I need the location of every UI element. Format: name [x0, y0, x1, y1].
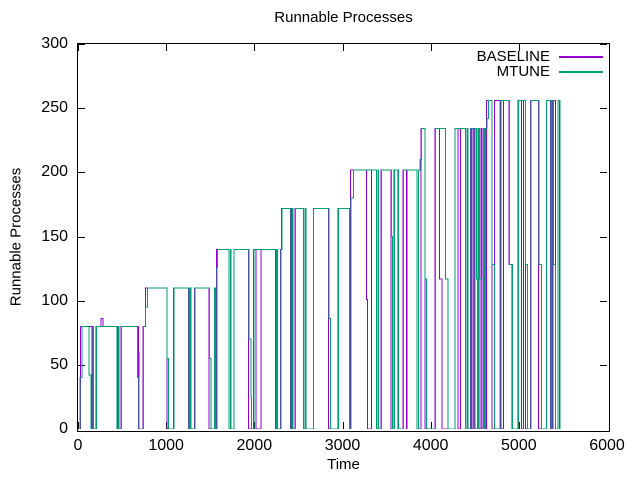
y-tick-label: 0 — [59, 420, 68, 437]
plot-canvas — [78, 44, 607, 429]
legend-item-mtune: MTUNE — [477, 64, 603, 79]
y-tick-label: 100 — [41, 291, 68, 309]
x-tick-label: 2000 — [236, 437, 273, 454]
x-tick-label: 4000 — [412, 437, 449, 454]
x-tick-label: 3000 — [324, 437, 361, 454]
mtune-line-sample — [559, 70, 603, 73]
y-tick-label: 150 — [41, 227, 68, 245]
mtune-series — [79, 99, 561, 429]
x-axis-label: Time — [327, 456, 360, 473]
chart-title: Runnable Processes — [274, 9, 413, 26]
legend-item-baseline: BASELINE — [477, 49, 603, 64]
legend-label-mtune: MTUNE — [496, 63, 550, 80]
x-tick-label: 0 — [73, 437, 83, 454]
baseline-series — [79, 99, 561, 429]
legend: BASELINE MTUNE — [477, 49, 603, 79]
x-tick-label: 1000 — [148, 437, 184, 454]
y-tick-label: 200 — [41, 163, 68, 181]
plot-area: BASELINE MTUNE — [77, 43, 610, 432]
legend-label-baseline: BASELINE — [476, 48, 550, 65]
y-tick-label: 250 — [41, 99, 68, 117]
y-tick-label: 300 — [41, 35, 68, 52]
x-tick-label: 5000 — [501, 437, 537, 454]
baseline-line-sample — [559, 55, 603, 58]
y-tick-label: 50 — [50, 355, 68, 373]
x-tick-label: 6000 — [589, 437, 625, 454]
